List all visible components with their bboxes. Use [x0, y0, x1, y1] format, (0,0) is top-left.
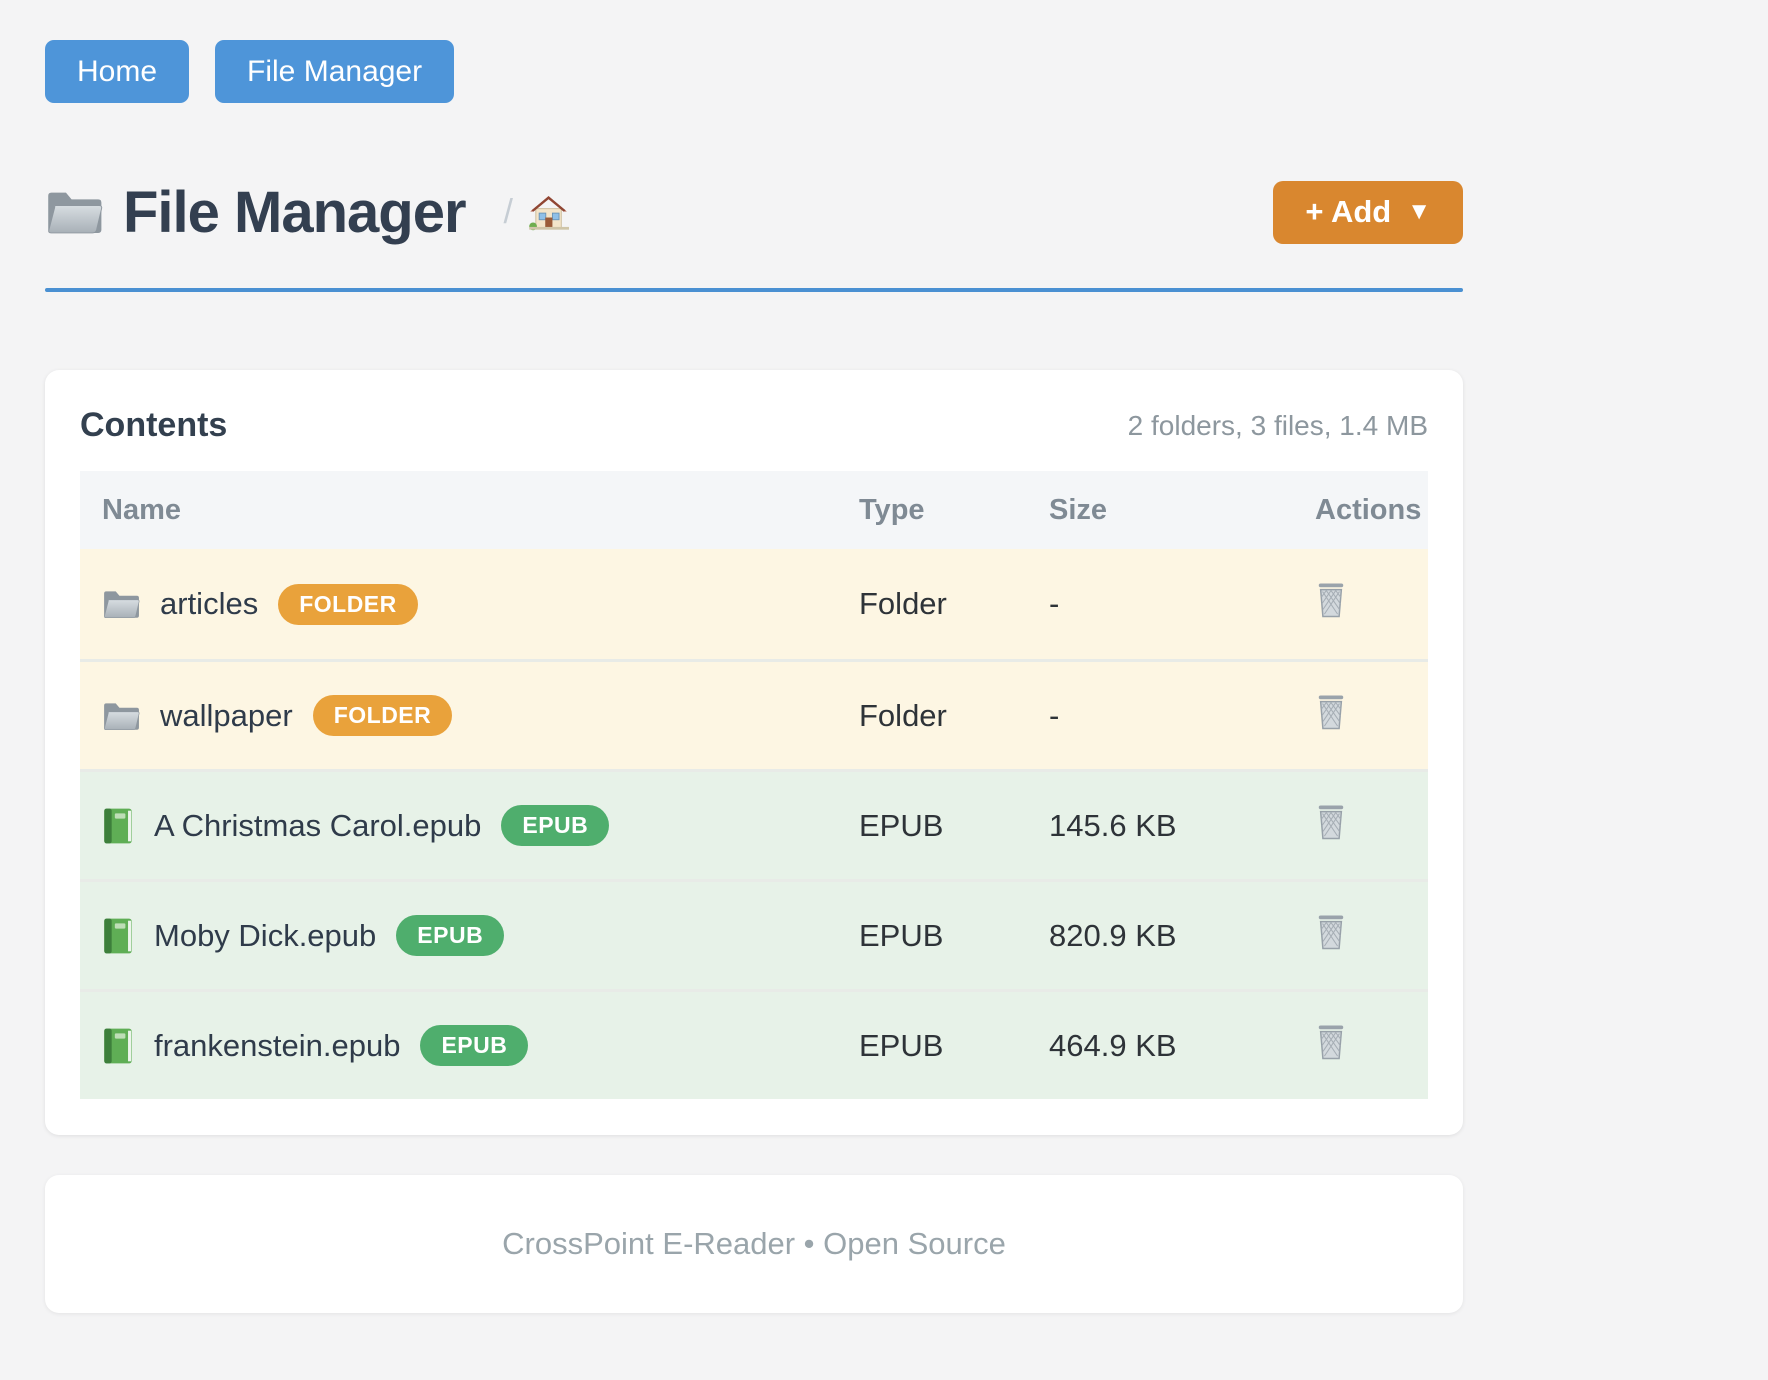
file-name-link[interactable]: articles: [160, 586, 259, 621]
footer-text: CrossPoint E-Reader • Open Source: [502, 1226, 1006, 1261]
column-header-actions: Actions: [1315, 493, 1422, 526]
title-divider: [45, 288, 1463, 292]
nav-file-manager-button[interactable]: File Manager: [215, 40, 455, 103]
table-row: A Christmas Carol.epub EPUB EPUB 145.6 K…: [80, 769, 1428, 879]
type-badge: FOLDER: [278, 583, 418, 625]
folder-icon: [45, 187, 103, 237]
footer: CrossPoint E-Reader • Open Source: [45, 1175, 1463, 1313]
contents-summary: 2 folders, 3 files, 1.4 MB: [1127, 409, 1428, 441]
column-header-size: Size: [1049, 493, 1108, 526]
table-header-row: Name Type Size Actions: [80, 471, 1428, 549]
delete-button[interactable]: [1315, 913, 1347, 951]
table-row: articles FOLDER Folder -: [80, 549, 1428, 659]
type-badge: EPUB: [396, 915, 505, 956]
add-button-label: + Add: [1305, 194, 1392, 229]
delete-button[interactable]: [1315, 581, 1347, 619]
book-icon: [102, 1027, 134, 1065]
contents-card-header: Contents 2 folders, 3 files, 1.4 MB: [80, 406, 1428, 445]
trash-icon: [1315, 693, 1347, 731]
contents-card: Contents 2 folders, 3 files, 1.4 MB Name…: [45, 370, 1463, 1135]
file-type: EPUB: [859, 1027, 944, 1063]
folder-icon: [102, 587, 140, 621]
book-icon: [102, 807, 134, 845]
book-icon: [102, 917, 134, 955]
home-icon[interactable]: [527, 192, 569, 232]
top-nav: Home File Manager: [45, 0, 1463, 103]
trash-icon: [1315, 1023, 1347, 1061]
breadcrumb: /: [504, 192, 569, 232]
trash-icon: [1315, 803, 1347, 841]
page-title: File Manager: [123, 179, 467, 245]
file-type: EPUB: [859, 807, 944, 843]
page-header: File Manager / + Add ▼: [45, 172, 1463, 252]
type-badge: EPUB: [501, 805, 610, 846]
file-name-link[interactable]: Moby Dick.epub: [154, 917, 377, 953]
table-row: frankenstein.epub EPUB EPUB 464.9 KB: [80, 989, 1428, 1099]
file-name-link[interactable]: A Christmas Carol.epub: [154, 807, 482, 843]
file-table: Name Type Size Actions articles FOLDER F…: [80, 471, 1428, 1099]
trash-icon: [1315, 913, 1347, 951]
column-header-name: Name: [102, 493, 181, 526]
file-size: 820.9 KB: [1049, 917, 1177, 953]
page: Home File Manager File Manager / + Add ▼…: [45, 0, 1463, 1313]
table-row: wallpaper FOLDER Folder -: [80, 659, 1428, 769]
file-size: 464.9 KB: [1049, 1027, 1177, 1063]
file-size: -: [1049, 586, 1060, 621]
breadcrumb-separator: /: [503, 192, 513, 231]
folder-icon: [102, 699, 140, 733]
caret-down-icon: ▼: [1407, 198, 1431, 225]
delete-button[interactable]: [1315, 1023, 1347, 1061]
table-row: Moby Dick.epub EPUB EPUB 820.9 KB: [80, 879, 1428, 989]
file-name-link[interactable]: frankenstein.epub: [154, 1027, 401, 1063]
delete-button[interactable]: [1315, 803, 1347, 841]
type-badge: EPUB: [420, 1025, 529, 1066]
file-size: 145.6 KB: [1049, 807, 1177, 843]
type-badge: FOLDER: [312, 695, 453, 736]
contents-heading: Contents: [80, 406, 228, 444]
trash-icon: [1315, 581, 1347, 619]
add-button[interactable]: + Add ▼: [1273, 180, 1463, 244]
delete-button[interactable]: [1315, 693, 1347, 731]
nav-home-button[interactable]: Home: [45, 40, 190, 103]
file-name-link[interactable]: wallpaper: [160, 697, 293, 733]
file-type: Folder: [859, 697, 947, 733]
file-type: EPUB: [859, 917, 944, 953]
file-type: Folder: [859, 586, 947, 621]
file-size: -: [1049, 697, 1060, 733]
column-header-type: Type: [859, 493, 925, 526]
